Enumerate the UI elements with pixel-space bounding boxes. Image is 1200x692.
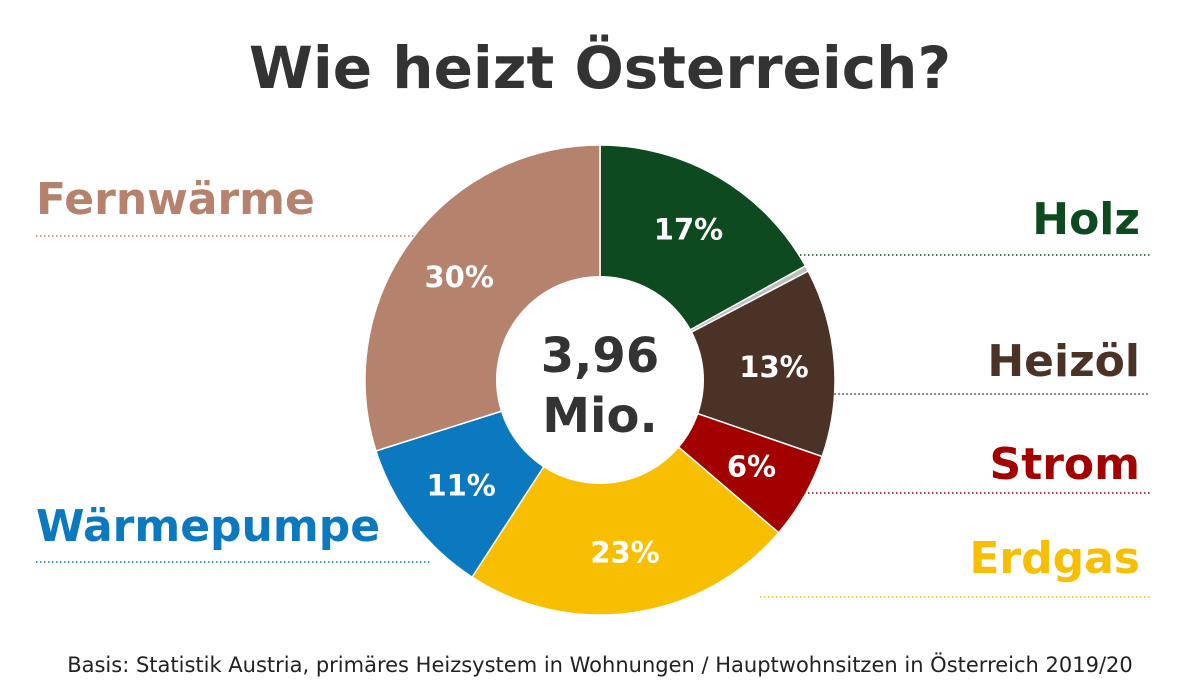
percent-label-waermepumpe: 11% — [426, 469, 495, 503]
category-label-heizoel: Heizöl — [987, 336, 1140, 387]
center-value: 3,96 — [541, 328, 659, 384]
category-label-strom: Strom — [990, 439, 1141, 490]
percent-label-holz: 17% — [654, 213, 723, 247]
category-labels: Holz Heizöl Strom Erdgas Wärmepumpe Fernwärme — [36, 174, 1140, 584]
slice-heizoel — [598, 270, 836, 458]
category-label-waermepumpe: Wärmepumpe — [36, 501, 380, 552]
slice-erdgas — [471, 378, 780, 616]
percent-label-heizoel: 13% — [739, 350, 808, 384]
category-label-holz: Holz — [1032, 194, 1140, 245]
percent-labels: 17% 13% 6% 23% 11% 30% — [425, 213, 809, 570]
percent-label-erdgas: 23% — [590, 536, 659, 570]
donut-hole — [496, 276, 704, 484]
leader-lines — [36, 235, 1150, 598]
percent-label-strom: 6% — [727, 450, 776, 484]
center-unit: Mio. — [542, 388, 657, 444]
percent-label-fernwaerme: 30% — [425, 260, 494, 294]
chart-title: Wie heizt Österreich? — [249, 33, 951, 102]
source-note: Basis: Statistik Austria, primäres Heizs… — [67, 652, 1133, 677]
category-label-erdgas: Erdgas — [969, 533, 1140, 584]
category-label-fernwaerme: Fernwärme — [36, 174, 315, 225]
